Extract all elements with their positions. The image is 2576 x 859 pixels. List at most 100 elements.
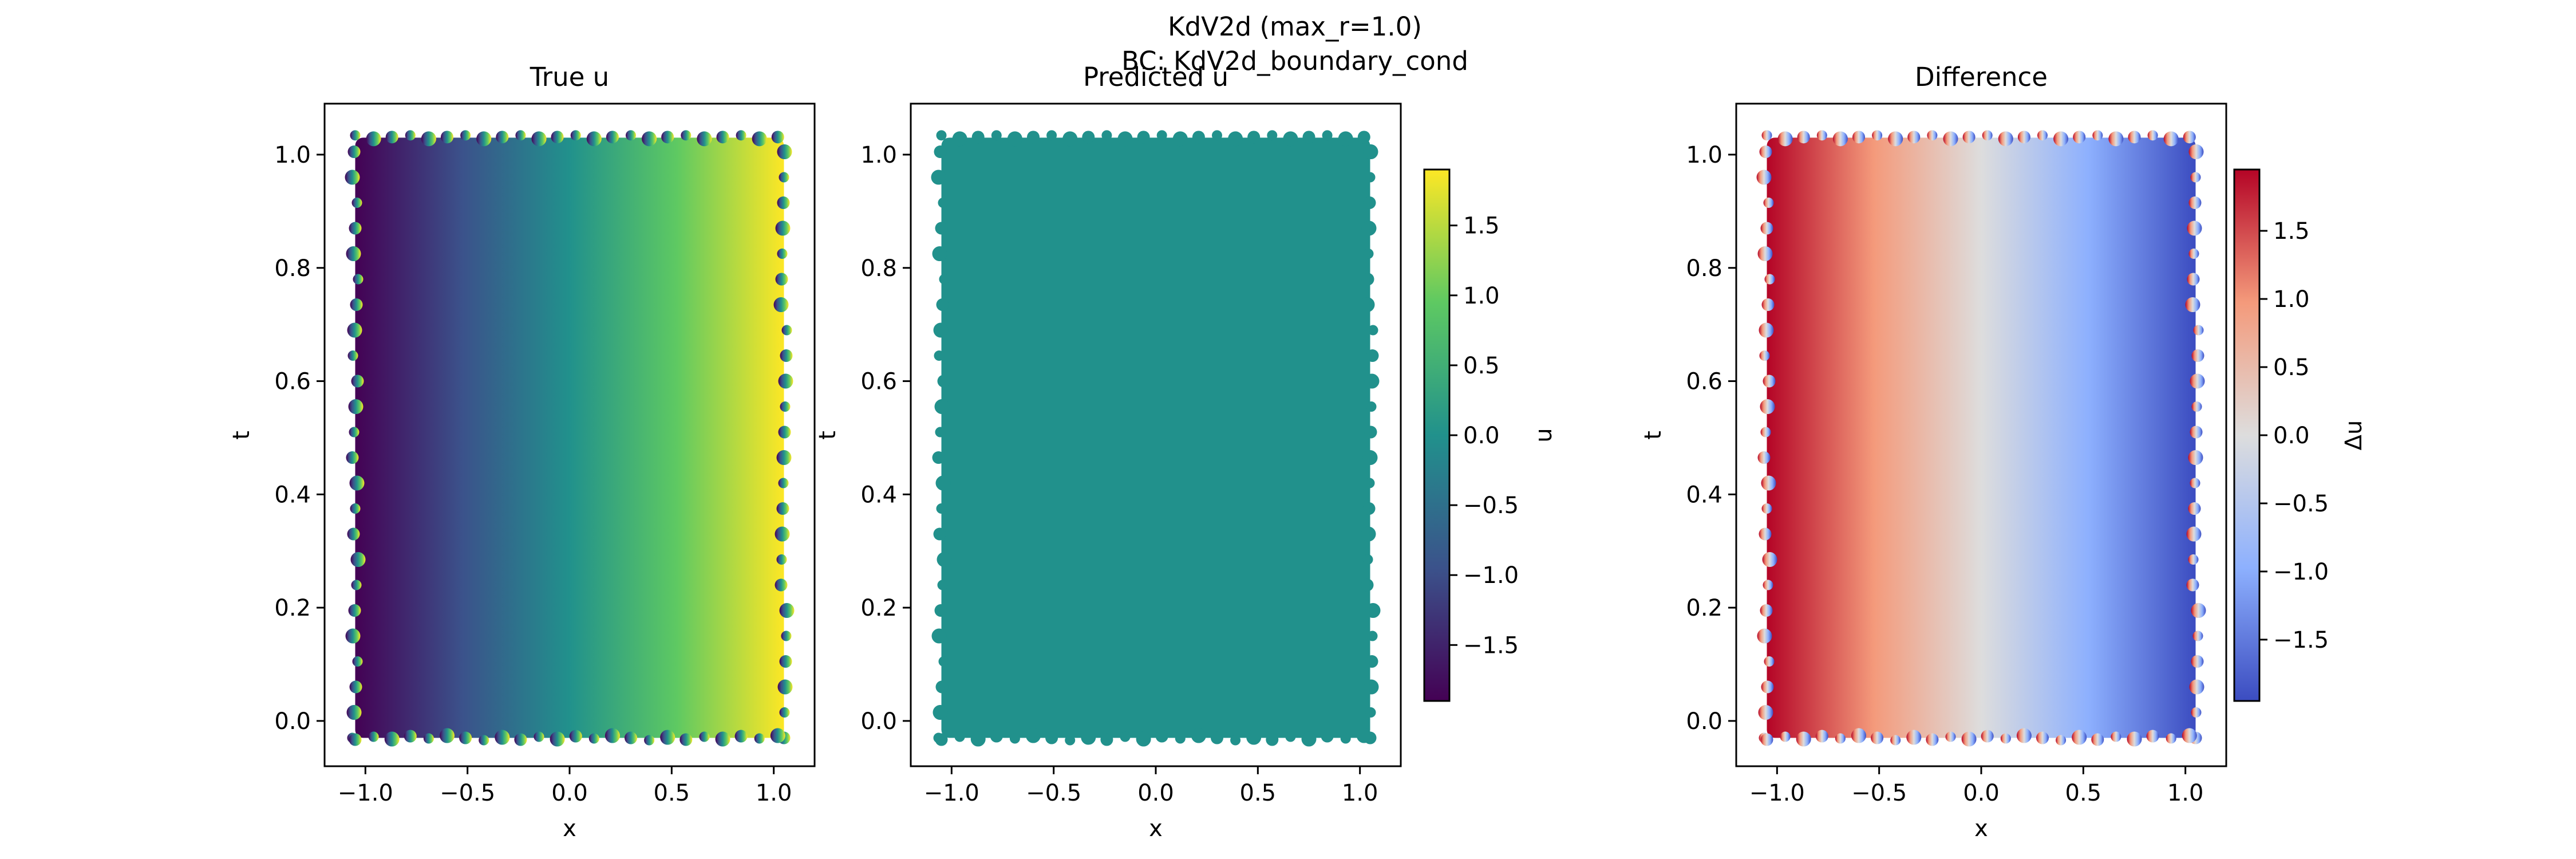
scatter-point xyxy=(625,731,637,744)
y-tick-label: 1.0 xyxy=(860,142,897,168)
scatter-point xyxy=(1361,220,1377,236)
colorbar-tick-label: −0.5 xyxy=(1463,492,1519,519)
scatter-point xyxy=(990,730,1003,743)
y-tick-label: 1.0 xyxy=(274,142,311,168)
scatter-point xyxy=(368,731,379,742)
scatter-point xyxy=(1764,656,1775,667)
scatter-point xyxy=(1763,375,1776,388)
x-tick-label: 0.5 xyxy=(654,780,690,806)
scatter-point xyxy=(1363,249,1374,259)
scatter-point xyxy=(1100,733,1113,746)
x-tick-label: 0.0 xyxy=(1963,780,2000,806)
scatter-point xyxy=(1759,527,1772,541)
scatter-point xyxy=(2191,655,2204,668)
scatter-point xyxy=(1852,131,1865,144)
scatter-point xyxy=(933,527,946,541)
scatter-point xyxy=(1365,603,1381,618)
scatter-point xyxy=(716,131,729,144)
scatter-point xyxy=(1302,131,1315,144)
scatter-point xyxy=(440,728,455,743)
scatter-point xyxy=(937,552,952,568)
scatter-point xyxy=(934,399,950,415)
scatter-point xyxy=(1760,399,1775,415)
x-tick-label: −0.5 xyxy=(440,780,495,806)
scatter-point-cloud xyxy=(355,137,784,738)
y-tick-label: 0.4 xyxy=(860,482,897,508)
scatter-point xyxy=(351,198,362,208)
scatter-point xyxy=(778,478,789,488)
scatter-point xyxy=(1321,730,1334,743)
scatter-point xyxy=(1366,349,1379,362)
scatter-point xyxy=(991,130,1002,141)
scatter-point xyxy=(2166,733,2176,744)
y-tick-label: 0.6 xyxy=(1686,369,1722,395)
scatter-point xyxy=(938,656,949,667)
scatter-point xyxy=(495,730,510,745)
scatter-point xyxy=(2183,131,2196,144)
scatter-point xyxy=(1362,450,1378,466)
scatter-point xyxy=(2111,731,2121,742)
scatter-point xyxy=(2188,144,2204,160)
y-tick-label: 0.6 xyxy=(860,369,897,395)
colorbar-du: −1.5 −1.0 −0.5 0.0 0.5 1.0 1.5 Δu xyxy=(2233,168,2367,702)
scatter-point xyxy=(384,731,400,747)
scatter-point xyxy=(1360,297,1375,313)
scatter-point xyxy=(1756,170,1772,185)
scatter-point xyxy=(1757,451,1771,464)
scatter-point xyxy=(934,145,947,159)
scatter-point xyxy=(423,733,434,744)
scatter-points xyxy=(931,130,1381,747)
scatter-point xyxy=(1760,604,1773,617)
scatter-point xyxy=(1009,733,1020,744)
scatter-point xyxy=(496,131,509,144)
scatter-point xyxy=(588,733,599,744)
scatter-point xyxy=(1890,735,1901,746)
scatter-point xyxy=(2092,130,2103,141)
panel-true-u: −1.0 −0.5 0.0 0.5 1.0 0.0 0.2 0.4 0.6 0.8 1.0 Tru… xyxy=(228,62,816,842)
scatter-point xyxy=(2128,131,2141,144)
y-axis-ticks: 0.0 0.2 0.4 0.6 0.8 1.0 xyxy=(274,142,325,735)
scatter-point xyxy=(1065,735,1076,746)
scatter-point xyxy=(2037,130,2048,141)
scatter-point xyxy=(1361,578,1374,592)
y-tick-label: 0.2 xyxy=(860,595,897,621)
scatter-point xyxy=(2017,131,2030,144)
scatter-point xyxy=(934,350,945,361)
scatter-point xyxy=(752,131,767,147)
x-tick-label: 0.5 xyxy=(1240,780,1277,806)
scatter-point xyxy=(347,145,361,159)
y-tick-label: 0.4 xyxy=(1686,482,1722,508)
scatter-point xyxy=(715,731,730,747)
x-axis-label: x xyxy=(563,815,576,842)
scatter-point-cloud xyxy=(941,137,1370,738)
scatter-point xyxy=(2190,172,2201,183)
scatter-point xyxy=(1872,130,1883,141)
scatter-point xyxy=(2053,131,2069,147)
colorbar-tick-label: 0.5 xyxy=(1463,353,1500,379)
scatter-point xyxy=(2072,730,2087,745)
y-axis-ticks: 0.0 0.2 0.4 0.6 0.8 1.0 xyxy=(1686,142,1736,735)
scatter-point xyxy=(1361,273,1374,286)
scatter-point xyxy=(779,603,795,618)
scatter-point xyxy=(2188,502,2201,515)
scatter-point xyxy=(777,249,788,259)
scatter-point xyxy=(2193,325,2204,336)
scatter-point xyxy=(1761,130,1772,141)
scatter-point xyxy=(1172,131,1188,147)
colorbar-tick-label: −1.0 xyxy=(1463,562,1519,589)
scatter-point xyxy=(1759,145,1772,159)
scatter-point xyxy=(1757,628,1772,644)
scatter-point xyxy=(1943,131,1958,147)
scatter-point xyxy=(778,373,793,389)
x-tick-label: −0.5 xyxy=(1026,780,1081,806)
scatter-point xyxy=(778,425,791,439)
scatter-point xyxy=(349,475,365,491)
scatter-point xyxy=(2056,735,2067,746)
scatter-point xyxy=(1357,131,1370,144)
scatter-point xyxy=(1027,131,1040,144)
scatter-point xyxy=(1120,731,1131,742)
colorbar-tick-label: 0.0 xyxy=(2273,423,2310,449)
x-tick-label: −1.0 xyxy=(924,780,979,806)
scatter-point xyxy=(1758,705,1773,720)
scatter-point xyxy=(346,705,362,720)
